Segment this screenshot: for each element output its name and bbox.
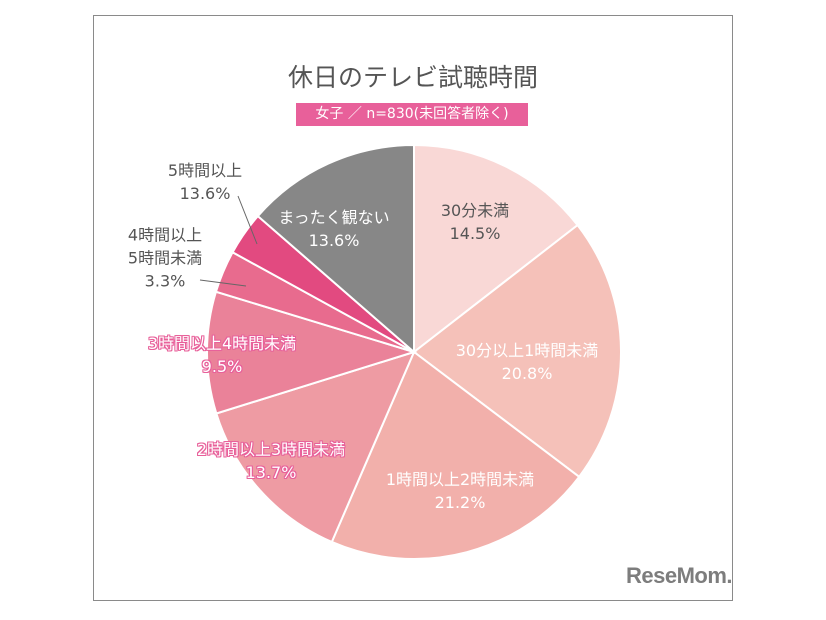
slice-label-7: まったく観ない 13.6% [278, 208, 390, 250]
leader-line-5h [237, 195, 258, 245]
slice-label-5: 4時間以上 5時間未満 3.3% [127, 225, 203, 291]
chart-subtitle: 女子 ／ n=830(未回答者除く) [296, 103, 528, 126]
slice-label-2: 1時間以上2時間未満 21.2% [385, 470, 535, 512]
pie-slice-7 [256, 143, 415, 355]
leader-line-4h [199, 279, 247, 287]
slice-label-3: 2時間以上3時間未満 13.7% [196, 440, 346, 482]
pie-slice-3 [215, 350, 416, 544]
pie-slice-0 [413, 143, 579, 355]
resemom-logo: ReseMom. [626, 563, 733, 588]
pie-slice-1 [412, 223, 622, 479]
slice-label-4: 3時間以上4時間未満 9.5% [147, 334, 297, 376]
slice-label-0: 30分未満 14.5% [440, 201, 510, 243]
slice-label-1: 30分以上1時間未満 20.8% [455, 341, 599, 383]
slice-label-6: 5時間以上 13.6% [167, 161, 243, 203]
chart-title: 休日のテレビ試聴時間 [287, 63, 538, 92]
pie-slice-2 [330, 350, 581, 560]
pie-slice-4 [206, 290, 418, 415]
